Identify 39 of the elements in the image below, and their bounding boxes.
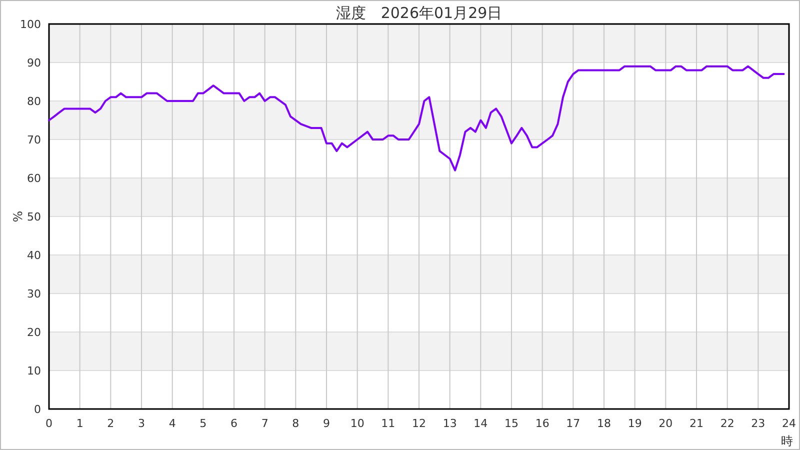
x-tick-label: 14 <box>474 417 488 430</box>
y-tick-label: 10 <box>27 364 41 378</box>
x-tick-label: 22 <box>720 417 734 430</box>
x-tick-label: 20 <box>658 417 673 430</box>
y-tick-label: 20 <box>27 326 41 339</box>
x-axis-title: 時 <box>781 434 793 448</box>
y-axis-title: % <box>11 210 25 222</box>
x-tick-label: 8 <box>292 417 300 430</box>
y-tick-label: 40 <box>27 249 41 262</box>
x-tick-label: 7 <box>261 417 268 430</box>
x-tick-label: 16 <box>535 417 550 430</box>
y-tick-label: 70 <box>27 134 41 146</box>
x-tick-label: 0 <box>46 417 52 430</box>
x-tick-label: 4 <box>168 417 176 430</box>
chart-title: 湿度 2026年01月29日 <box>336 4 502 22</box>
y-tick-label: 100 <box>20 18 41 31</box>
x-tick-label: 24 <box>782 417 796 430</box>
x-tick-label: 15 <box>504 417 518 430</box>
x-tick-label: 17 <box>566 417 580 430</box>
x-tick-label: 21 <box>690 417 704 430</box>
x-tick-label: 18 <box>597 417 611 430</box>
x-tick-label: 10 <box>350 417 364 430</box>
x-tick-label: 11 <box>381 417 396 430</box>
y-tick-label: 50 <box>27 210 41 224</box>
y-tick-label: 60 <box>27 172 41 185</box>
x-tick-label: 2 <box>107 417 114 430</box>
x-tick-label: 12 <box>412 417 426 430</box>
x-tick-label: 5 <box>200 417 207 430</box>
y-tick-label: 30 <box>27 288 41 300</box>
x-tick-label: 19 <box>628 417 642 430</box>
y-tick-label: 0 <box>34 403 41 416</box>
x-tick-label: 3 <box>138 417 145 430</box>
y-tick-label: 90 <box>27 56 41 70</box>
x-tick-label: 23 <box>751 417 766 430</box>
x-tick-label: 9 <box>323 417 330 430</box>
y-tick-label: 80 <box>27 95 41 108</box>
x-tick-label: 6 <box>230 417 238 430</box>
x-tick-label: 13 <box>442 417 457 430</box>
x-tick-label: 1 <box>76 417 84 430</box>
